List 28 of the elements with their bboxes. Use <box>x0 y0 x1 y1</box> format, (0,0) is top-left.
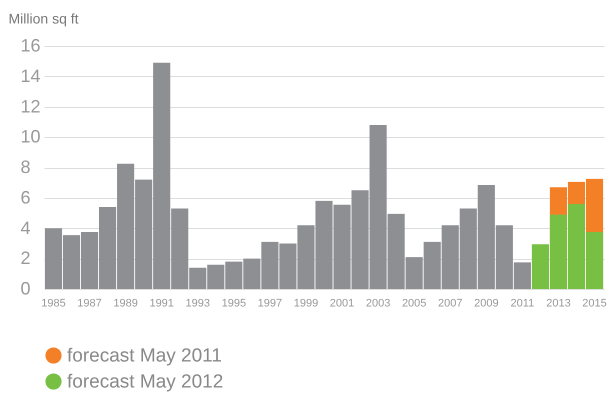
x-tick-label: 2001 <box>330 298 354 310</box>
x-tick-label: 2003 <box>366 298 390 310</box>
y-tick-label: 4 <box>20 218 31 238</box>
x-tick-label: 2009 <box>474 298 499 310</box>
x-tick-label: 2013 <box>546 298 571 310</box>
y-tick-label: 16 <box>20 36 41 56</box>
x-tick-label: 1985 <box>41 298 66 310</box>
x-tick-label: 2005 <box>402 298 426 310</box>
x-tick-label: 1993 <box>186 298 210 310</box>
y-tick-label: 2 <box>20 248 31 268</box>
x-tick-label: 1991 <box>149 298 174 310</box>
y-axis-title: Million sq ft <box>8 10 79 26</box>
y-tick-label: 12 <box>20 96 41 116</box>
legend-label: forecast May 2011 <box>67 346 222 366</box>
x-tick-label: 1995 <box>222 298 246 310</box>
y-tick-label: 0 <box>20 278 31 298</box>
x-tick-label: 1989 <box>113 298 138 310</box>
y-tick-label: 8 <box>20 157 31 177</box>
x-tick-label: 2011 <box>510 298 534 310</box>
x-tick-label: 1987 <box>77 298 102 310</box>
legend-label: forecast May 2012 <box>67 372 224 392</box>
x-tick-label: 1997 <box>258 298 282 310</box>
x-tick-label: 2015 <box>582 298 607 310</box>
y-tick-label: 6 <box>20 187 31 208</box>
y-tick-label: 14 <box>20 66 41 86</box>
y-tick-label: 10 <box>20 126 41 147</box>
x-tick-label: 2007 <box>438 298 462 310</box>
x-tick-label: 1999 <box>294 298 318 310</box>
